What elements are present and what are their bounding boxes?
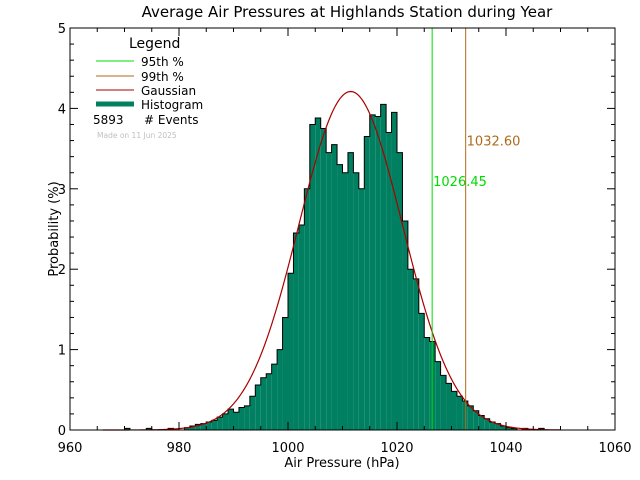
histogram-bar [424,337,430,430]
histogram-bar [451,391,457,430]
y-tick-label: 1 [58,344,66,359]
histogram-bar [402,220,408,430]
percentile-label: 1026.45 [433,175,487,190]
x-tick-label: 960 [58,441,83,456]
histogram-bar [195,424,201,430]
histogram-bar [342,172,348,430]
histogram-bar [418,313,425,430]
histogram-bar [315,118,321,430]
histogram-bar [189,425,196,430]
histogram-bar [331,144,338,430]
histogram-bar [244,405,250,430]
histogram-bar [446,383,452,430]
legend-event-count: 5893 [93,113,124,127]
y-axis-ticks: 0 1 2 3 4 5 [58,22,615,439]
x-axis-label: Air Pressure (hPa) [284,456,399,471]
histogram-bar [200,423,207,430]
histogram-bar [233,412,239,430]
histogram-bar [249,396,256,430]
histogram-bar [353,172,359,430]
percentile-lines: 1026.45 1032.60 [431,28,521,430]
histogram-bar [500,425,506,430]
histogram-bar [266,373,272,430]
x-tick-label: 1020 [380,441,413,456]
histogram-bar [489,421,496,430]
histogram-bar [380,104,387,430]
histogram-bar [511,428,517,430]
x-axis-ticks: 960 980 1000 1020 1040 1060 [58,28,632,456]
histogram-bar [228,409,234,430]
y-tick-label: 3 [58,183,66,198]
histogram-bar [124,428,130,430]
histogram-bar [391,112,397,431]
histogram-bar [364,136,370,431]
legend-title: Legend [129,36,180,52]
histogram-bar [309,124,316,430]
histogram-bar [282,317,288,430]
x-tick-label: 1040 [489,441,522,456]
y-tick-label: 0 [58,424,66,439]
histogram-bar [435,361,441,430]
legend-label-99th: 99th % [141,70,184,84]
histogram-bar [375,116,381,430]
histogram-bar [260,377,267,430]
legend: Legend 95th % 99th % Gaussian Histogram … [93,36,203,140]
histogram-bar [386,132,392,430]
histogram-bar [506,427,512,430]
legend-event-label: # Events [144,113,199,127]
histogram-bar [413,278,419,430]
histogram-bar [320,128,327,430]
histogram-bar [407,269,414,430]
histogram-bar [495,423,501,430]
histogram-bar [298,224,305,430]
histogram-bars [124,104,545,431]
made-on-note: Made on 11 Jun 2025 [97,131,177,140]
y-tick-label: 2 [58,263,66,278]
histogram-bar [304,188,310,430]
histogram-bar [326,152,332,430]
legend-label-95th: 95th % [141,55,184,69]
histogram-bar [473,410,479,430]
histogram-bar [255,384,261,430]
histogram-bar [440,375,447,430]
chart-title: Average Air Pressures at Highlands Stati… [142,3,553,21]
histogram-outline [124,103,545,430]
histogram-bar [347,152,354,430]
histogram-bar [358,188,365,430]
histogram-bar [293,233,299,430]
histogram-bar [222,413,229,430]
y-tick-label: 4 [58,102,66,117]
histogram-bar [211,420,218,430]
x-tick-label: 1000 [271,441,304,456]
histogram-bar [271,364,278,430]
x-tick-label: 980 [167,441,192,456]
histogram-bar [288,273,294,430]
x-tick-label: 1060 [598,441,631,456]
legend-label-histogram: Histogram [141,98,203,112]
histogram-bar [238,407,245,430]
histogram-bar [369,114,376,430]
histogram-bar [462,401,468,430]
histogram-bar [184,427,190,430]
percentile-label: 1032.60 [467,135,521,150]
histogram-bar [484,418,490,430]
y-tick-label: 5 [58,22,66,37]
histogram-bar [277,349,283,430]
histogram-bar [337,164,343,430]
histogram-bar [467,405,474,430]
histogram-bar [217,417,223,430]
y-axis-label: Probability (%) [47,181,62,276]
histogram-bar [146,428,152,430]
histogram-bar [478,415,485,430]
histogram-bar [206,421,212,430]
histogram-bar [456,396,463,430]
histogram-bar [397,152,403,430]
legend-label-gaussian: Gaussian [141,84,196,98]
